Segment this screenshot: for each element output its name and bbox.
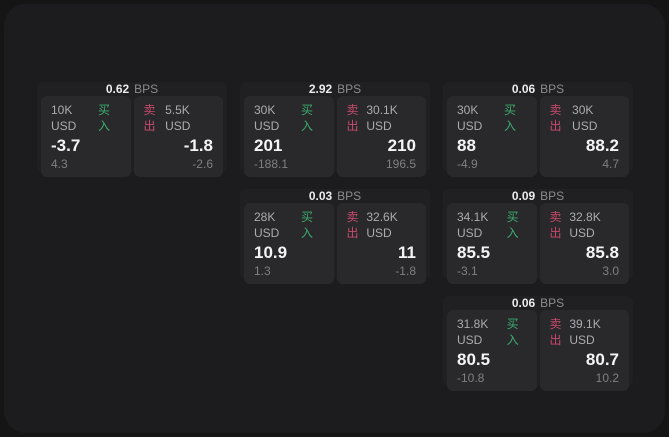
bps-value: 0.09 xyxy=(511,189,536,203)
buy-tile[interactable]: 30K USD 买入 201 -188.1 xyxy=(244,96,334,177)
bps-unit: BPS xyxy=(134,82,159,96)
buy-label: 买入 xyxy=(503,103,516,133)
sell-tile[interactable]: 卖出 30.1K USD 210 196.5 xyxy=(336,96,426,177)
sell-amount: 5.5K USD xyxy=(165,103,191,133)
quote-card: 0.09 BPS 34.1K USD 买入 85.5 -3.1 卖出 32.8K… xyxy=(443,189,633,284)
buy-amount: 30K USD xyxy=(254,103,280,133)
sell-amount: 32.8K USD xyxy=(569,210,601,240)
buy-price: 88 xyxy=(457,136,476,155)
buy-amount: 30K USD xyxy=(457,103,483,133)
buy-label: 买入 xyxy=(97,103,110,133)
sell-sub-value: -2.6 xyxy=(192,157,213,171)
buy-tile[interactable]: 30K USD 买入 88 -4.9 xyxy=(447,96,537,177)
buy-label: 买入 xyxy=(506,317,519,347)
quote-card-grid: 0.62 BPS 10K USD 买入 -3.7 4.3 卖出 5.5K USD xyxy=(37,82,633,391)
bps-header: 2.92 BPS xyxy=(240,82,430,96)
bps-unit: BPS xyxy=(540,189,565,203)
bps-value: 0.06 xyxy=(511,82,536,96)
main-panel: 0.62 BPS 10K USD 买入 -3.7 4.3 卖出 5.5K USD xyxy=(4,4,665,433)
buy-sub-value: 4.3 xyxy=(51,157,68,171)
bps-unit: BPS xyxy=(337,189,362,203)
sell-label: 卖出 xyxy=(346,210,359,240)
sell-sub-value: 10.2 xyxy=(595,371,619,385)
sell-label: 卖出 xyxy=(549,103,562,133)
buy-label: 买入 xyxy=(300,210,313,240)
buy-amount: 31.8K USD xyxy=(457,317,489,347)
buy-sub-value: -3.1 xyxy=(457,264,478,278)
buy-sub-value: -188.1 xyxy=(254,157,289,171)
sell-label: 卖出 xyxy=(346,103,359,133)
sell-sub-value: -1.8 xyxy=(395,264,416,278)
sell-tile[interactable]: 卖出 39.1K USD 80.7 10.2 xyxy=(539,310,629,391)
sell-tile[interactable]: 卖出 32.6K USD 11 -1.8 xyxy=(336,203,426,284)
bps-unit: BPS xyxy=(540,296,565,310)
sell-price: -1.8 xyxy=(183,136,213,155)
bps-header: 0.06 BPS xyxy=(443,82,633,96)
bps-unit: BPS xyxy=(540,82,565,96)
sell-amount: 32.6K USD xyxy=(366,210,398,240)
bps-header: 0.06 BPS xyxy=(443,296,633,310)
bps-header: 0.09 BPS xyxy=(443,189,633,203)
sell-price: 11 xyxy=(398,243,416,262)
buy-price: 80.5 xyxy=(457,350,491,369)
buy-tile[interactable]: 28K USD 买入 10.9 1.3 xyxy=(244,203,334,284)
bps-header: 0.03 BPS xyxy=(240,189,430,203)
bps-value: 0.62 xyxy=(105,82,130,96)
buy-sub-value: 1.3 xyxy=(254,264,271,278)
bps-unit: BPS xyxy=(337,82,362,96)
bps-value: 0.06 xyxy=(511,296,536,310)
bps-header: 0.62 BPS xyxy=(37,82,227,96)
buy-amount: 28K USD xyxy=(254,210,280,240)
buy-price: 85.5 xyxy=(457,243,491,262)
sell-label: 卖出 xyxy=(549,317,562,347)
buy-sub-value: -4.9 xyxy=(457,157,478,171)
quote-card: 0.62 BPS 10K USD 买入 -3.7 4.3 卖出 5.5K USD xyxy=(37,82,227,177)
sell-tile[interactable]: 卖出 32.8K USD 85.8 3.0 xyxy=(539,203,629,284)
sell-amount: 30.1K USD xyxy=(366,103,398,133)
buy-tile[interactable]: 31.8K USD 买入 80.5 -10.8 xyxy=(447,310,537,391)
sell-price: 85.8 xyxy=(585,243,619,262)
quote-card: 2.92 BPS 30K USD 买入 201 -188.1 卖出 30.1K … xyxy=(240,82,430,177)
sell-price: 88.2 xyxy=(585,136,619,155)
buy-price: -3.7 xyxy=(51,136,81,155)
bps-value: 2.92 xyxy=(308,82,333,96)
quote-card: 0.03 BPS 28K USD 买入 10.9 1.3 卖出 32.6K US… xyxy=(240,189,430,284)
bps-value: 0.03 xyxy=(308,189,333,203)
quote-card: 0.06 BPS 31.8K USD 买入 80.5 -10.8 卖出 39.1… xyxy=(443,296,633,391)
buy-label: 买入 xyxy=(506,210,519,240)
sell-amount: 30K USD xyxy=(572,103,598,133)
sell-amount: 39.1K USD xyxy=(569,317,601,347)
buy-tile[interactable]: 34.1K USD 买入 85.5 -3.1 xyxy=(447,203,537,284)
sell-tile[interactable]: 卖出 30K USD 88.2 4.7 xyxy=(539,96,629,177)
sell-price: 80.7 xyxy=(585,350,619,369)
sell-label: 卖出 xyxy=(143,103,156,133)
buy-price: 10.9 xyxy=(254,243,288,262)
sell-sub-value: 4.7 xyxy=(602,157,619,171)
buy-amount: 10K USD xyxy=(51,103,77,133)
quote-card: 0.06 BPS 30K USD 买入 88 -4.9 卖出 30K USD xyxy=(443,82,633,177)
buy-label: 买入 xyxy=(300,103,313,133)
buy-sub-value: -10.8 xyxy=(457,371,485,385)
sell-label: 卖出 xyxy=(549,210,562,240)
buy-price: 201 xyxy=(254,136,283,155)
sell-sub-value: 196.5 xyxy=(385,157,416,171)
sell-price: 210 xyxy=(387,136,416,155)
buy-tile[interactable]: 10K USD 买入 -3.7 4.3 xyxy=(41,96,131,177)
sell-sub-value: 3.0 xyxy=(602,264,619,278)
sell-tile[interactable]: 卖出 5.5K USD -1.8 -2.6 xyxy=(133,96,223,177)
buy-amount: 34.1K USD xyxy=(457,210,489,240)
